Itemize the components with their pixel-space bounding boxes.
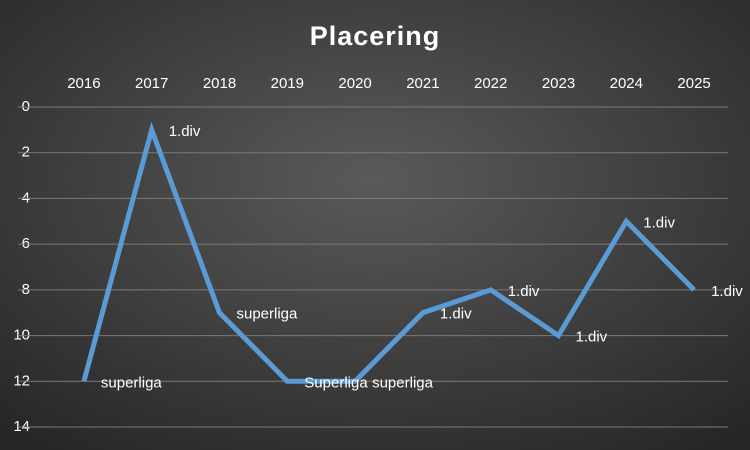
x-tick-label: 2022 xyxy=(474,75,507,92)
x-tick-label: 2024 xyxy=(610,75,643,92)
x-tick-label: 2017 xyxy=(135,75,168,92)
point-label: 1.div xyxy=(169,123,201,140)
point-label: 1.div xyxy=(643,214,675,231)
point-label: superliga xyxy=(101,374,163,391)
y-tick-label: 2 xyxy=(22,144,30,161)
point-label: superliga xyxy=(237,306,299,323)
point-label: 1.div xyxy=(508,283,540,300)
x-tick-label: 2025 xyxy=(677,75,710,92)
y-tick-label: 6 xyxy=(22,235,30,252)
y-tick-label: 4 xyxy=(22,189,30,206)
point-label: 1.div xyxy=(440,306,472,323)
chart-title: Placering xyxy=(310,21,441,51)
x-tick-label: 2019 xyxy=(271,75,304,92)
y-tick-label: 0 xyxy=(22,98,30,115)
x-tick-label: 2016 xyxy=(67,75,100,92)
point-label: 1.div xyxy=(576,329,608,346)
x-tick-label: 2023 xyxy=(542,75,575,92)
point-label: Superliga xyxy=(304,374,368,391)
point-label: 1.div xyxy=(711,283,743,300)
point-label: superliga xyxy=(372,374,434,391)
data-line xyxy=(81,121,696,384)
x-tick-label: 2018 xyxy=(203,75,236,92)
y-tick-label: 12 xyxy=(13,372,30,389)
x-tick-label: 2021 xyxy=(406,75,439,92)
x-tick-label: 2020 xyxy=(338,75,371,92)
y-tick-label: 8 xyxy=(22,281,30,298)
y-tick-label: 10 xyxy=(13,327,30,344)
y-tick-label: 14 xyxy=(13,418,30,435)
